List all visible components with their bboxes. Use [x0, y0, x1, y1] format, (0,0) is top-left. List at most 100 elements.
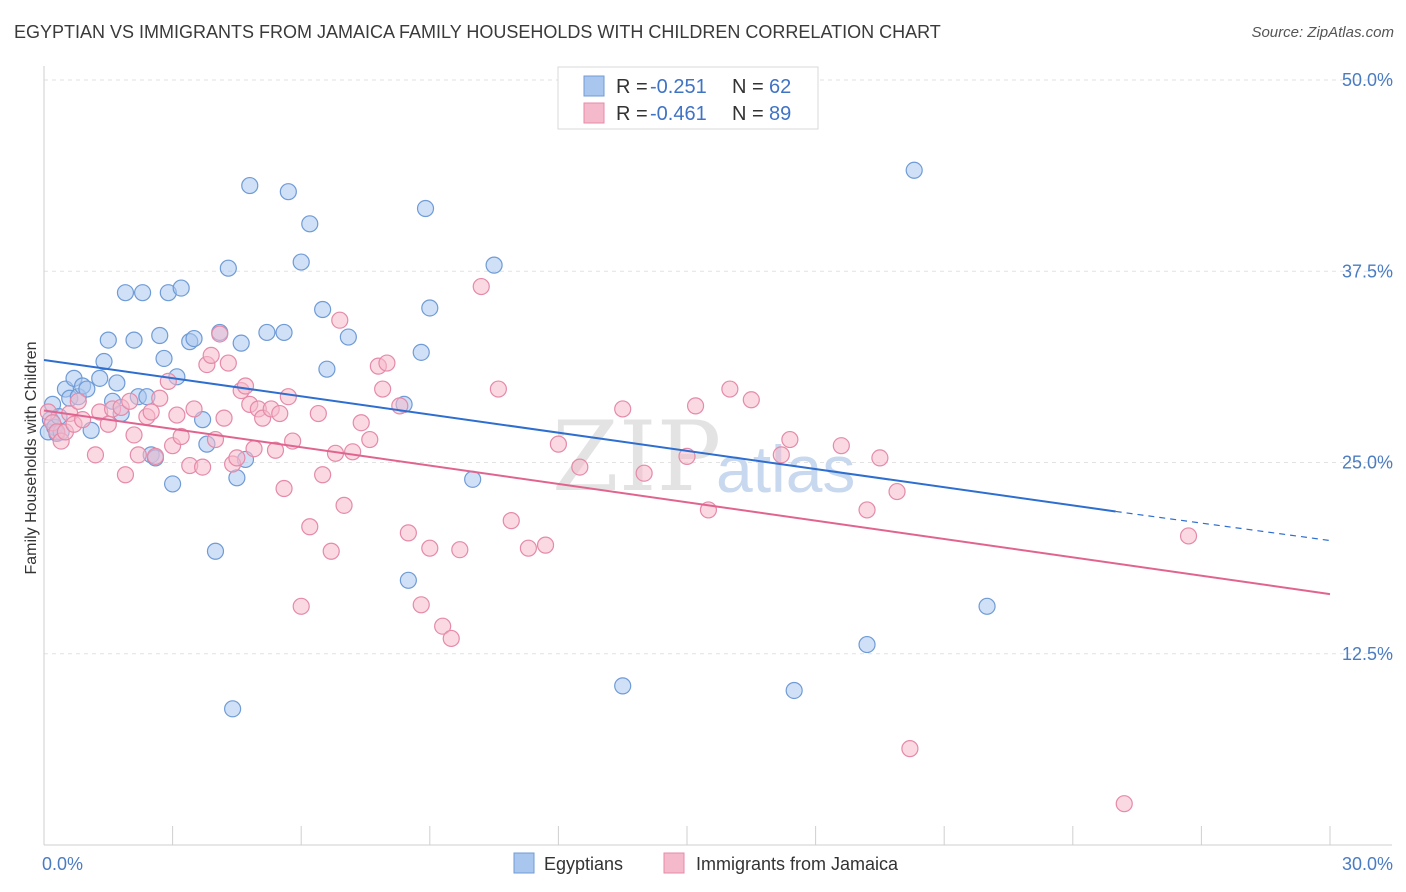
jamaica-point	[781, 430, 799, 449]
y-tick-labels: 12.5% 25.0% 37.5% 50.0%	[1342, 70, 1393, 664]
x-tick-label: 30.0%	[1342, 854, 1393, 874]
egyptians-trend-line	[43, 358, 1116, 513]
egyptians-point	[224, 700, 242, 718]
legend-n-label-1: N =	[732, 76, 764, 98]
jamaica-point	[219, 354, 237, 372]
jamaica-point	[142, 403, 160, 421]
egyptians-point	[339, 328, 357, 346]
y-tick-label: 37.5%	[1342, 261, 1393, 281]
trend-lines	[43, 358, 1331, 596]
jamaica-point	[502, 512, 520, 530]
jamaica-point	[434, 617, 452, 635]
jamaica-point	[571, 458, 589, 476]
jamaica-point	[275, 479, 293, 498]
correlation-legend: R = -0.251 N = 62 R = -0.461 N = 89	[557, 66, 819, 130]
jamaica-point	[361, 430, 379, 449]
jamaica-point	[151, 389, 169, 407]
watermark-zip: ZIP	[552, 401, 721, 513]
jamaica-point	[331, 311, 349, 329]
jamaica-point	[266, 441, 285, 459]
jamaica-point	[374, 380, 392, 398]
egyptians-point	[91, 369, 109, 387]
jamaica-point	[309, 404, 327, 423]
egyptians-point	[292, 253, 310, 271]
jamaica-point	[832, 437, 850, 455]
jamaica-point	[236, 377, 255, 395]
jamaica-point	[772, 446, 790, 464]
series-legend: Egyptians Immigrants from Jamaica	[513, 852, 899, 874]
jamaica-point	[412, 596, 430, 614]
jamaica-point	[215, 409, 233, 427]
egyptians-point	[279, 183, 297, 201]
legend-n-value-1: 62	[769, 76, 791, 98]
jamaica-point	[73, 411, 92, 429]
jamaica-point	[614, 400, 632, 418]
jamaica-trend-line	[43, 409, 1331, 596]
egyptians-point	[155, 349, 173, 368]
egyptians-point	[185, 329, 203, 348]
jamaica-point	[536, 536, 555, 554]
egyptians-point	[219, 259, 237, 277]
jamaica-point	[742, 391, 760, 409]
egyptians-point	[416, 199, 435, 218]
jamaica-point	[519, 539, 537, 557]
jamaica-point	[378, 354, 396, 372]
grid-lines	[44, 79, 1392, 655]
egyptians-point	[978, 597, 996, 615]
legend-n-value-2: 89	[769, 103, 791, 125]
egyptians-point	[172, 279, 190, 297]
jamaica-point	[442, 629, 460, 648]
jamaica-point	[1115, 795, 1133, 813]
jamaica-point	[635, 464, 653, 482]
jamaica-point	[489, 380, 507, 398]
egyptians-point	[412, 343, 430, 361]
jamaica-point	[858, 501, 876, 519]
jamaica-point	[172, 427, 190, 446]
egyptians-point	[905, 161, 923, 179]
legend-swatch-jamaica	[583, 102, 605, 124]
jamaica-point	[245, 440, 263, 458]
jamaica-point	[116, 466, 135, 484]
axes	[43, 66, 1392, 846]
egyptians-point	[164, 475, 182, 493]
y-tick-label: 50.0%	[1342, 70, 1393, 90]
egyptians-point	[241, 176, 259, 195]
egyptians-point	[785, 681, 803, 700]
jamaica-point	[168, 406, 186, 424]
y-tick-label: 25.0%	[1342, 453, 1393, 473]
egyptians-point	[125, 331, 143, 349]
jamaica-point	[292, 597, 310, 615]
egyptians-point	[258, 323, 276, 342]
jamaica-point	[146, 447, 165, 465]
egyptians-point	[399, 571, 417, 589]
egyptians-point	[464, 470, 482, 488]
jamaica-point	[129, 446, 147, 464]
legend-r-label-1: R =	[616, 76, 648, 98]
egyptians-point	[206, 542, 225, 560]
jamaica-point	[1179, 527, 1198, 545]
jamaica-points	[39, 277, 1198, 813]
egyptians-point	[78, 380, 96, 398]
jamaica-point	[888, 482, 906, 501]
jamaica-point	[721, 380, 739, 398]
jamaica-point	[314, 466, 332, 484]
legend-n-label-2: N =	[732, 103, 764, 125]
jamaica-point	[344, 443, 362, 461]
jamaica-point	[686, 397, 705, 415]
jamaica-point	[228, 449, 246, 467]
jamaica-point	[472, 277, 490, 296]
bottom-legend-swatch-jamaica	[663, 852, 685, 874]
jamaica-point	[125, 426, 143, 444]
bottom-legend-swatch-egyptians	[513, 852, 535, 874]
egyptians-point	[314, 300, 332, 319]
egyptians-point	[275, 323, 293, 342]
jamaica-point	[202, 346, 220, 364]
jamaica-point	[121, 392, 139, 410]
jamaica-point	[279, 388, 297, 406]
x-tick-labels: 0.0% 30.0%	[42, 854, 1393, 874]
egyptians-point	[116, 284, 135, 302]
jamaica-point	[271, 404, 289, 423]
jamaica-point	[352, 414, 370, 432]
egyptians-point	[485, 256, 503, 274]
